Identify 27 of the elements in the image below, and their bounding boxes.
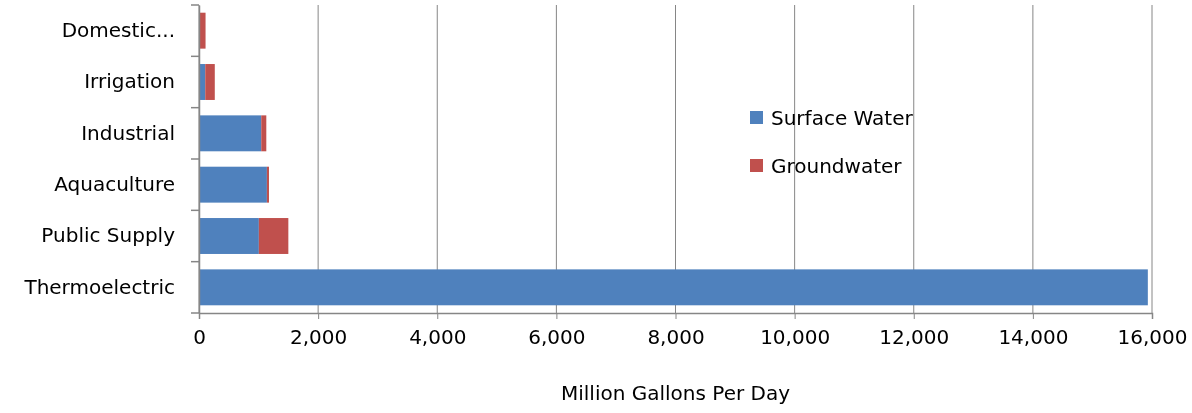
y-tick-label: Domestic... <box>61 18 175 43</box>
bar <box>199 115 262 152</box>
x-tick-label: 16,000 <box>1117 325 1188 349</box>
bar <box>199 166 267 203</box>
y-tick-label: Aquaculture <box>54 172 175 197</box>
x-tick-label: 6,000 <box>528 325 586 349</box>
x-tick-label: 2,000 <box>289 325 348 349</box>
x-tick-label: 12,000 <box>879 325 950 349</box>
x-tick-label: 4,000 <box>409 325 467 349</box>
bar <box>199 218 259 254</box>
bar <box>205 64 215 100</box>
x-tick-label: 0 <box>193 325 206 349</box>
bar <box>199 12 206 49</box>
x-tick-label: 14,000 <box>998 325 1069 349</box>
x-axis-title: Million Gallons Per Day <box>560 381 791 405</box>
y-tick-label: Thermoelectric <box>23 274 175 299</box>
bar <box>261 115 267 152</box>
y-tick-label: Public Supply <box>41 223 176 248</box>
bar <box>199 269 1148 306</box>
y-tick-label: Industrial <box>81 120 175 145</box>
y-tick-label: Irrigation <box>84 69 175 94</box>
bar <box>266 166 269 203</box>
x-tick-label: 10,000 <box>760 325 831 349</box>
legend-label: Surface Water <box>771 106 914 130</box>
bar <box>258 218 289 254</box>
legend-label: Groundwater <box>771 154 903 178</box>
x-tick-label: 8,000 <box>647 325 705 349</box>
